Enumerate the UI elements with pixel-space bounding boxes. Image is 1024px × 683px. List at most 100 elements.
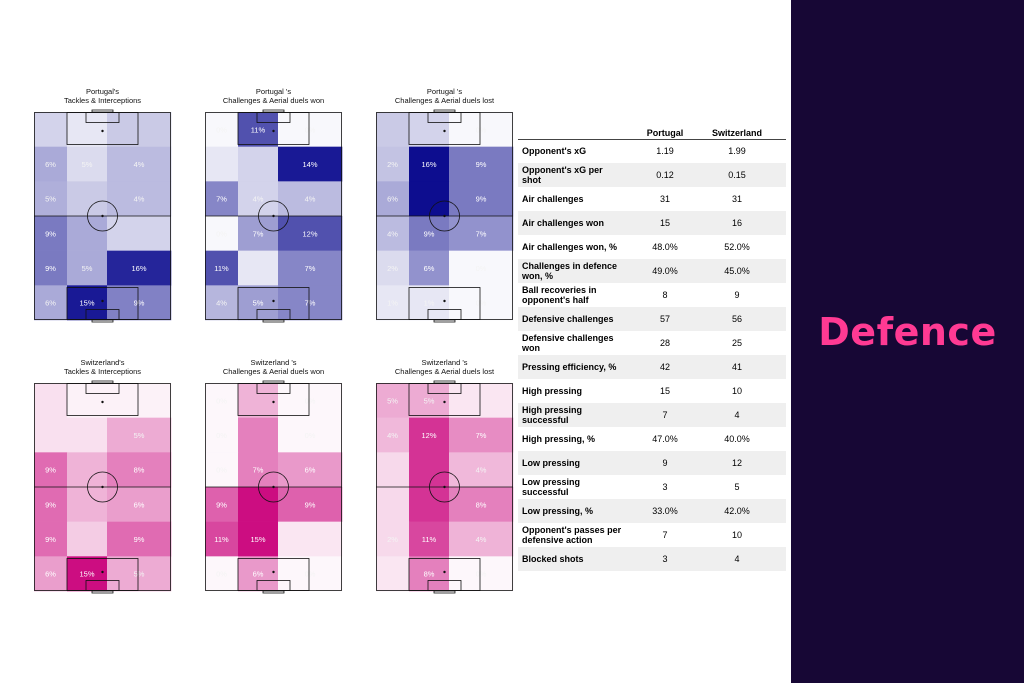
heatmap-cell — [278, 383, 343, 418]
stat-value-portugal: 33.0% — [652, 506, 678, 516]
heatmap-cell — [238, 556, 279, 592]
heatmap-cell — [67, 417, 108, 453]
heatmap-cell-label: 4% — [134, 195, 145, 204]
heatmap-title: Portugal 's Challenges & Aerial duels won — [194, 87, 354, 105]
heatmap-cell-label: 15% — [250, 535, 265, 544]
heatmap-cell — [238, 521, 279, 557]
heatmap-cell — [409, 556, 450, 592]
heatmap-cell — [34, 146, 68, 182]
heatmap-cell-label: 9% — [45, 535, 56, 544]
pitch-lines — [205, 380, 342, 594]
heatmap-title: Portugal's Tackles & Interceptions — [23, 87, 183, 105]
heatmap-cell — [205, 383, 239, 418]
heatmap-cell — [409, 452, 450, 488]
heatmap-cell-label: 4% — [216, 299, 227, 308]
heatmap-cell — [376, 556, 410, 592]
heatmap-cell — [67, 487, 108, 522]
heatmap-cell — [107, 285, 172, 321]
heatmap-cell — [205, 556, 239, 592]
heatmap-cell — [34, 556, 68, 592]
heatmap-cell — [34, 250, 68, 286]
table-row: Opponent's xG 1.19 1.99 — [518, 139, 786, 163]
heatmap-cell — [67, 112, 108, 147]
heatmap-cell-label: 6% — [387, 195, 398, 204]
stat-value-portugal: 3 — [662, 482, 668, 492]
heatmap-cell-label: 11% — [251, 125, 266, 134]
heatmap-cell-label: 4% — [305, 195, 316, 204]
heatmap-title-line: Switzerland's — [80, 358, 125, 367]
table-row: Air challenges won, % 48.0% 52.0% — [518, 235, 786, 259]
heatmap-cell — [278, 452, 343, 488]
heatmap-cell-label: 0% — [476, 570, 487, 579]
heatmap-cell-label: 0% — [216, 466, 227, 475]
heatmap-cell-label: 9% — [305, 500, 316, 509]
heatmap-cell — [205, 452, 239, 488]
stat-value-switzerland: 52.0% — [724, 242, 750, 252]
heatmap-title-line: Portugal's — [85, 87, 120, 96]
stat-value-portugal: 47.0% — [652, 434, 678, 444]
heatmap-cell-label: 6% — [305, 466, 316, 475]
heatmap-cell — [107, 521, 172, 557]
heatmap-cell-label: 15% — [79, 299, 94, 308]
heatmap-title-line: Portugal 's — [426, 87, 463, 96]
stat-value-switzerland: 0.15 — [728, 170, 746, 180]
heatmap-cell-label: 9% — [476, 160, 487, 169]
stat-value-switzerland: 10 — [731, 386, 742, 396]
stat-value-switzerland: 45.0% — [724, 266, 750, 276]
heatmap-cell — [278, 556, 343, 592]
heatmap-cell — [238, 285, 279, 321]
heatmap-cell-label: 0% — [305, 396, 316, 405]
stat-label: Opponent's passes per defensive action — [522, 525, 622, 545]
heatmap-cell-label: 9% — [216, 500, 227, 509]
heatmap-cell — [107, 216, 172, 251]
heatmap-cell — [278, 112, 343, 147]
heatmap-cell — [107, 383, 172, 418]
stat-value-portugal: 42 — [659, 362, 670, 372]
heatmap-cell-label: 11% — [214, 535, 229, 544]
heatmap-cell — [67, 216, 108, 251]
heatmap-cell — [409, 146, 450, 182]
heatmap-cell — [278, 285, 343, 321]
heatmap-cell — [409, 285, 450, 321]
heatmap-cell — [409, 487, 450, 522]
heatmap-cell-label: 0% — [305, 125, 316, 134]
stats-table: Portugal Switzerland Opponent's xG 1.19 1.… — [518, 128, 786, 571]
heatmap-cell-label: 8% — [134, 466, 145, 475]
heatmap-cell — [376, 285, 410, 321]
table-row: Challenges in defence won, % 49.0% 45.0% — [518, 259, 786, 283]
heatmap-cell — [67, 250, 108, 286]
heatmap-cell — [67, 146, 108, 182]
heatmap-cell — [449, 556, 514, 592]
heatmap-cell-label: 0% — [216, 396, 227, 405]
heatmap-cell-label: 7% — [305, 264, 316, 273]
heatmap-cell — [107, 146, 172, 182]
stats-header: Portugal Switzerland — [518, 128, 786, 140]
table-row: Air challenges won 15 16 — [518, 211, 786, 235]
heatmap-cell — [67, 452, 108, 488]
heatmap-cell — [34, 112, 68, 147]
heatmap-cell-label: 9% — [476, 195, 487, 204]
heatmap-cell — [67, 285, 108, 321]
stat-label: Pressing efficiency, % — [522, 362, 617, 372]
stat-value-portugal: 57 — [659, 314, 670, 324]
heatmap-cell-label: 12% — [421, 431, 436, 440]
table-row: Pressing efficiency, % 42 41 — [518, 355, 786, 379]
stat-value-switzerland: 10 — [731, 530, 742, 540]
heatmap-cell — [238, 112, 279, 147]
heatmap-cell — [449, 146, 514, 182]
heatmap-cell — [67, 181, 108, 217]
heatmap-cell-label: 4% — [387, 431, 398, 440]
stat-label: Low pressing, % — [522, 506, 594, 516]
stat-value-portugal: 3 — [662, 554, 668, 564]
heatmap-cell — [67, 383, 108, 418]
heatmap-cell-label: 16% — [131, 264, 146, 273]
stats-body: Opponent's xG 1.19 1.99 Opponent's xG per s… — [518, 139, 786, 571]
stat-value-portugal: 1.19 — [656, 146, 674, 156]
heatmap-cell-label: 5% — [134, 431, 145, 440]
pitch-lines — [205, 109, 342, 323]
stat-value-switzerland: 40.0% — [724, 434, 750, 444]
section-panel: Defence — [791, 0, 1024, 683]
heatmap-cell-label: 9% — [45, 264, 56, 273]
stat-value-switzerland: 56 — [731, 314, 742, 324]
heatmap-cell — [278, 521, 343, 557]
